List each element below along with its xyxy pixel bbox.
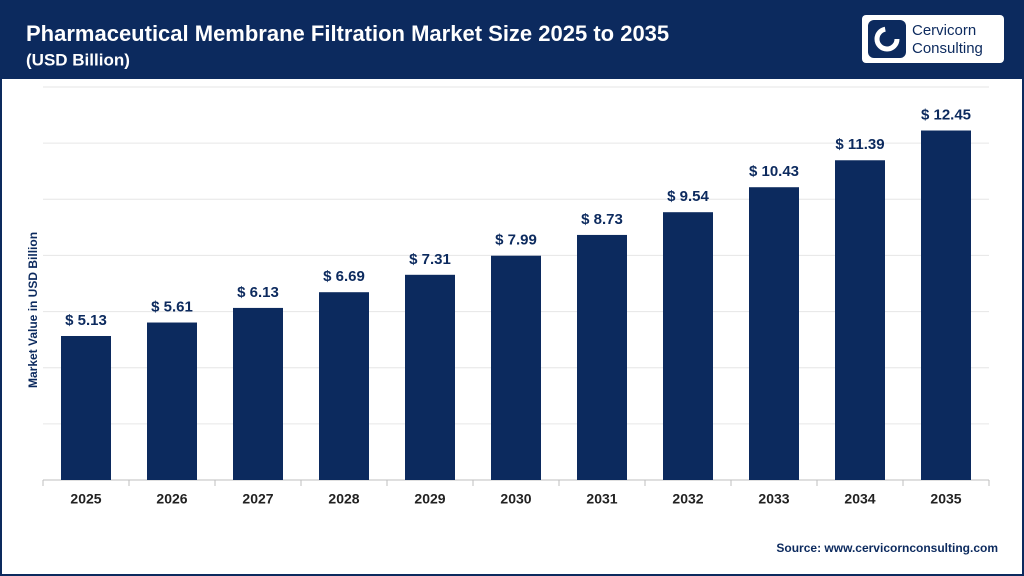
data-label: $ 5.13 — [65, 312, 107, 329]
x-tick-label: 2026 — [156, 491, 187, 507]
data-label: $ 6.13 — [237, 284, 279, 301]
data-label: $ 6.69 — [323, 268, 365, 285]
x-tick-label: 2028 — [328, 491, 359, 507]
data-label: $ 7.99 — [495, 232, 537, 249]
data-label: $ 9.54 — [667, 188, 709, 205]
data-label: $ 5.61 — [151, 298, 193, 315]
data-label: $ 11.39 — [835, 136, 884, 153]
data-label: $ 10.43 — [749, 163, 799, 180]
logo-icon — [868, 20, 906, 58]
x-tick-label: 2030 — [500, 491, 531, 507]
chart-title: Pharmaceutical Membrane Filtration Marke… — [26, 21, 669, 46]
data-label: $ 7.31 — [409, 251, 451, 268]
bar — [233, 307, 283, 480]
bar — [319, 292, 369, 480]
y-axis-label: Market Value in USD Billion — [26, 232, 40, 388]
data-label: $ 8.73 — [581, 211, 623, 228]
bar — [835, 160, 885, 481]
x-tick-label: 2032 — [672, 491, 703, 507]
chart-subtitle: (USD Billion) — [26, 50, 130, 69]
x-tick-label: 2034 — [844, 491, 875, 507]
x-tick-label: 2035 — [930, 491, 961, 507]
bar — [405, 274, 455, 480]
data-label: $ 12.45 — [921, 106, 971, 123]
bar — [921, 130, 971, 480]
x-tick-label: 2029 — [414, 491, 445, 507]
x-tick-label: 2033 — [758, 491, 789, 507]
x-tick-label: 2031 — [586, 491, 617, 507]
bar — [577, 234, 627, 480]
bar — [749, 187, 799, 480]
bar — [61, 335, 111, 480]
x-tick-label: 2025 — [70, 491, 101, 507]
bar — [147, 322, 197, 480]
logo-text: Cervicorn — [912, 22, 976, 39]
source: Source: www.cervicornconsulting.com — [776, 541, 998, 555]
header-band — [0, 0, 1024, 79]
x-tick-label: 2027 — [242, 491, 273, 507]
bar — [663, 212, 713, 480]
logo-mark — [874, 26, 900, 52]
logo-text: Consulting — [912, 40, 983, 57]
bar — [491, 255, 541, 480]
